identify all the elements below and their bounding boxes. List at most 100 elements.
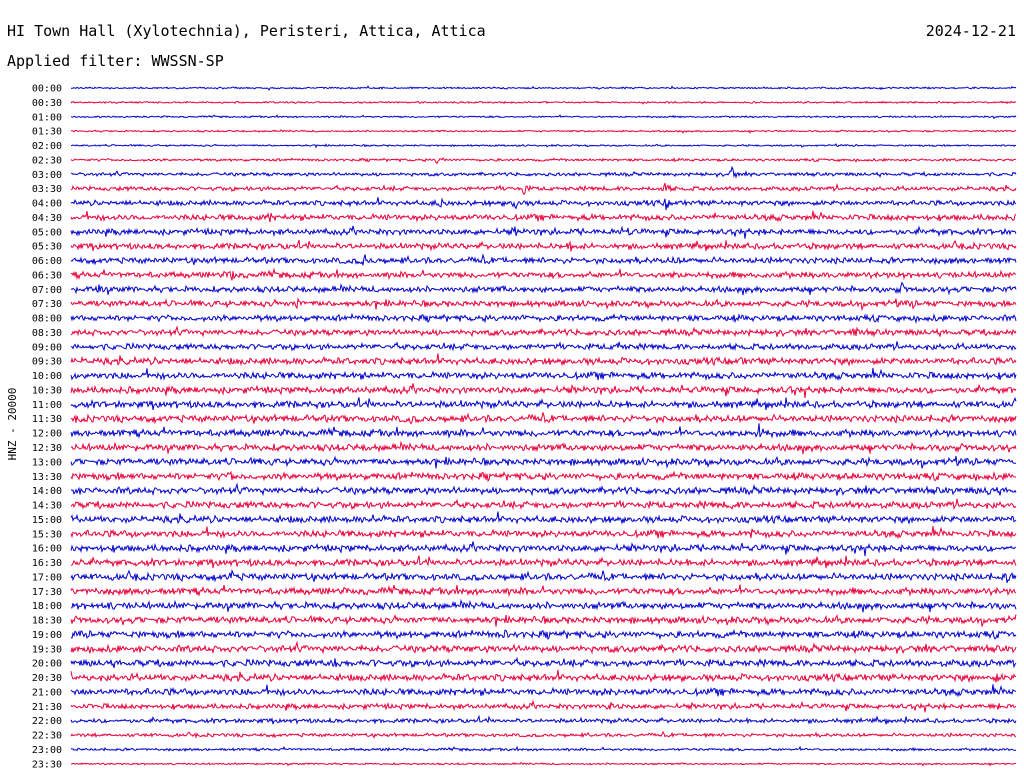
row-time-label: 06:30	[32, 270, 62, 281]
row-time-label: 09:00	[32, 342, 62, 353]
row-time-label: 18:30	[32, 616, 62, 627]
row-time-label: 12:30	[32, 443, 62, 454]
seismic-traces	[70, 85, 1017, 767]
trace-row-0930	[70, 353, 1017, 367]
row-time-label: 11:00	[32, 400, 62, 411]
row-time-label: 16:30	[32, 558, 62, 569]
trace-row-0800	[70, 312, 1017, 324]
row-time-label: 04:00	[32, 199, 62, 210]
row-time-label: 15:00	[32, 515, 62, 526]
row-time-label: 23:30	[32, 759, 62, 770]
row-time-label: 16:00	[32, 544, 62, 555]
trace-row-0530	[70, 239, 1017, 252]
trace-row-0730	[70, 297, 1017, 312]
trace-row-0100	[70, 114, 1017, 120]
row-time-label: 05:30	[32, 242, 62, 253]
trace-row-0200	[71, 143, 1017, 149]
trace-row-0000	[70, 85, 1017, 91]
row-time-label: 22:30	[32, 731, 62, 742]
row-time-label: 08:30	[32, 328, 62, 339]
row-time-label: 02:30	[32, 155, 62, 166]
trace-row-1830	[70, 613, 1017, 627]
trace-row-1000	[70, 367, 1017, 382]
row-time-label: 19:00	[32, 630, 62, 641]
row-time-label: 01:00	[32, 112, 62, 123]
row-time-label: 05:00	[32, 227, 62, 238]
trace-row-0630	[70, 267, 1017, 281]
trace-row-1900	[70, 628, 1017, 641]
row-time-label: 10:30	[32, 386, 62, 397]
trace-row-0430	[70, 210, 1017, 223]
row-time-label: 02:00	[32, 141, 62, 152]
row-time-label: 21:30	[32, 702, 62, 713]
row-time-label: 03:30	[32, 184, 62, 195]
trace-row-0400	[70, 197, 1017, 211]
trace-row-0600	[70, 253, 1017, 266]
row-time-label: 23:00	[32, 745, 62, 756]
trace-row-1300	[70, 455, 1017, 469]
trace-row-2300	[70, 745, 1017, 752]
row-time-label: 22:00	[32, 716, 62, 727]
row-time-label: 07:00	[32, 285, 62, 296]
row-time-label: 00:00	[32, 84, 62, 95]
trace-row-1730	[70, 584, 1017, 598]
row-time-label: 01:30	[32, 127, 62, 138]
trace-row-2130	[70, 699, 1017, 713]
row-time-label: 03:00	[32, 170, 62, 181]
row-time-label: 08:00	[32, 314, 62, 325]
filter-label: Applied filter: WWSSN-SP	[7, 52, 224, 70]
row-time-label: 17:30	[32, 587, 62, 598]
row-time-label: 21:00	[32, 688, 62, 699]
trace-row-2000	[70, 656, 1017, 669]
trace-row-0500	[70, 225, 1017, 239]
trace-row-0030	[70, 100, 1017, 105]
trace-row-0300	[71, 165, 1017, 179]
row-time-label: 13:30	[32, 472, 62, 483]
date-label: 2024-12-21	[926, 22, 1016, 40]
row-time-label: 20:00	[32, 659, 62, 670]
row-time-label: 19:30	[32, 644, 62, 655]
trace-row-2230	[70, 730, 1017, 739]
row-time-label: 11:30	[32, 414, 62, 425]
trace-row-1400	[70, 482, 1017, 497]
trace-row-1800	[70, 598, 1017, 613]
trace-row-0130	[70, 129, 1017, 134]
row-time-label: 09:30	[32, 357, 62, 368]
row-time-label: 07:30	[32, 299, 62, 310]
trace-row-2330	[70, 761, 1017, 767]
trace-row-1230	[70, 440, 1017, 455]
trace-row-1030	[70, 383, 1017, 398]
row-time-label: 20:30	[32, 673, 62, 684]
trace-row-0830	[70, 325, 1017, 338]
row-time-label: 10:00	[32, 371, 62, 382]
trace-row-1700	[70, 568, 1017, 584]
row-time-label: 06:00	[32, 256, 62, 267]
trace-row-1630	[70, 555, 1017, 569]
row-time-label: 00:30	[32, 98, 62, 109]
row-time-label: 14:00	[32, 486, 62, 497]
trace-row-0700	[70, 281, 1017, 296]
trace-row-2200	[70, 714, 1017, 725]
trace-row-1600	[70, 541, 1017, 557]
trace-row-1330	[70, 470, 1017, 482]
trace-row-1530	[70, 526, 1017, 540]
trace-row-0330	[70, 182, 1017, 196]
trace-row-1100	[70, 396, 1017, 410]
trace-row-1200	[70, 423, 1017, 439]
row-time-label: 12:00	[32, 429, 62, 440]
row-time-label: 14:30	[32, 501, 62, 512]
row-time-label: 17:00	[32, 572, 62, 583]
trace-row-2100	[70, 684, 1017, 698]
trace-row-1930	[70, 640, 1017, 655]
trace-row-0900	[70, 341, 1017, 352]
trace-row-2030	[70, 669, 1017, 684]
trace-row-0230	[70, 157, 1017, 165]
trace-row-1430	[70, 498, 1017, 511]
row-time-label: 04:30	[32, 213, 62, 224]
row-time-label: 15:30	[32, 529, 62, 540]
trace-row-1130	[70, 412, 1017, 425]
trace-row-1500	[70, 511, 1017, 525]
row-time-label: 18:00	[32, 601, 62, 612]
station-title: HI Town Hall (Xylotechnia), Peristeri, A…	[7, 22, 486, 40]
